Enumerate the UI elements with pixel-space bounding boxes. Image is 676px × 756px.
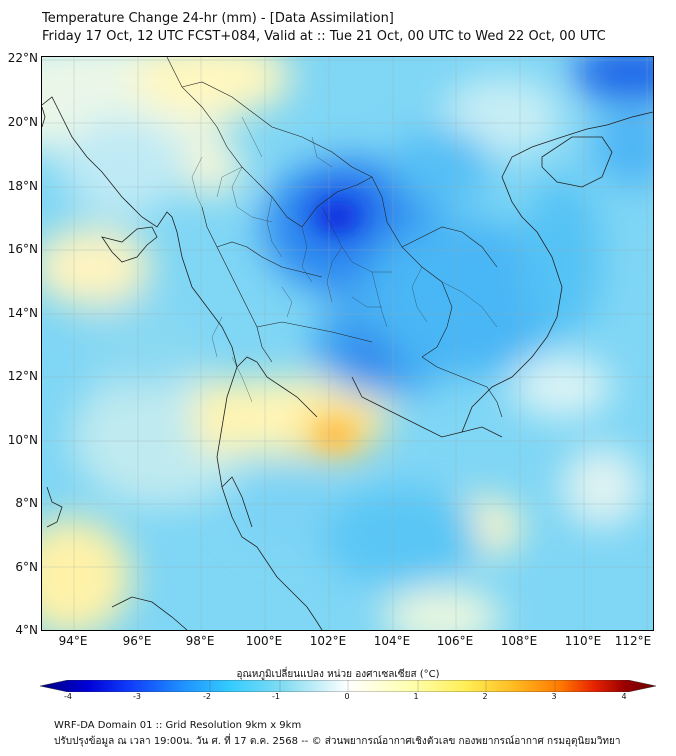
- footer-model-info: WRF-DA Domain 01 :: Grid Resolution 9km …: [54, 720, 302, 731]
- colorbar-tick-3: 3: [551, 692, 557, 701]
- colorbar-tick-m2: -2: [203, 692, 211, 701]
- lon-label-96: 96°E: [122, 634, 152, 648]
- colorbar-tick-0: 0: [344, 692, 350, 701]
- title-line-1: Temperature Change 24-hr (mm) - [Data As…: [42, 11, 394, 26]
- lon-label-108: 108°E: [500, 634, 538, 648]
- colorbar-tick-2: 2: [482, 692, 488, 701]
- lat-label-4: 4°N: [15, 623, 38, 637]
- lat-label-6: 6°N: [15, 560, 38, 574]
- lat-label-12: 12°N: [7, 369, 38, 383]
- lon-label-106: 106°E: [436, 634, 474, 648]
- lat-label-22: 22°N: [7, 51, 38, 65]
- map-svg: [42, 57, 653, 630]
- lon-label-110: 110°E: [564, 634, 602, 648]
- colorbar-label: อุณหภูมิเปลี่ยนแปลง หน่วย องศาเซลเซียส (…: [236, 669, 440, 680]
- lon-label-100: 100°E: [245, 634, 283, 648]
- gridlines: [42, 57, 653, 630]
- temperature-field: [42, 57, 653, 630]
- lon-label-102: 102°E: [309, 634, 347, 648]
- lon-label-104: 104°E: [373, 634, 411, 648]
- lat-label-18: 18°N: [7, 179, 38, 193]
- lat-label-14: 14°N: [7, 306, 38, 320]
- colorbar-tick-m4: -4: [64, 692, 72, 701]
- colorbar-tick-1: 1: [413, 692, 419, 701]
- colorbar-dividers: [139, 680, 556, 692]
- footer-credit: ปรับปรุงข้อมูล ณ เวลา 19:00น. วัน ศ. ที่…: [54, 736, 621, 747]
- country-borders: [166, 57, 503, 418]
- lon-label-94: 94°E: [58, 634, 88, 648]
- title-line-2: Friday 17 Oct, 12 UTC FCST+084, Valid at…: [42, 29, 606, 44]
- lon-label-98: 98°E: [185, 634, 215, 648]
- lon-label-112: 112°E: [614, 634, 652, 648]
- colorbar-tick-m3: -3: [133, 692, 141, 701]
- lat-label-10: 10°N: [7, 433, 38, 447]
- coastlines: [42, 96, 653, 630]
- colorbar-tick-4: 4: [621, 692, 627, 701]
- colorbar-tick-m1: -1: [272, 692, 280, 701]
- temperature-change-map[interactable]: [41, 56, 654, 631]
- lat-label-8: 8°N: [15, 496, 38, 510]
- lat-label-16: 16°N: [7, 242, 38, 256]
- province-borders: [191, 116, 498, 403]
- map-title: Temperature Change 24-hr (mm) - [Data As…: [42, 10, 606, 46]
- lat-label-20: 20°N: [7, 115, 38, 129]
- colorbar: [40, 680, 656, 692]
